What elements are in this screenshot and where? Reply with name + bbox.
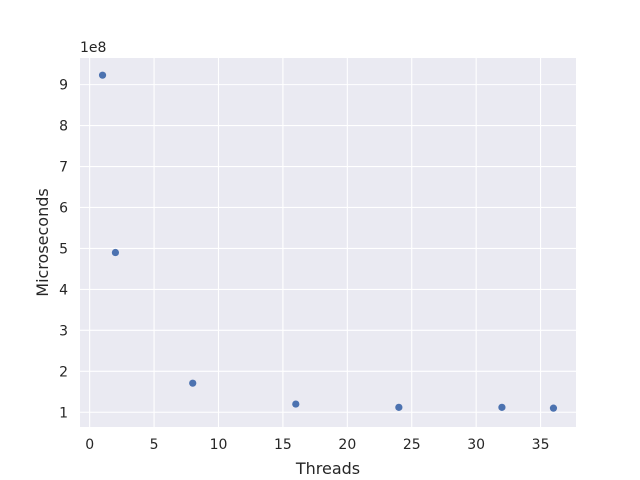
plot-background <box>80 58 576 427</box>
data-point <box>111 248 120 257</box>
x-tick-label: 15 <box>274 437 292 453</box>
y-tick-label: 2 <box>59 364 68 380</box>
x-tick-labels: 0 5 10 15 20 25 30 35 <box>85 437 549 453</box>
x-tick-label: 10 <box>210 437 228 453</box>
data-point <box>292 400 300 408</box>
x-tick-label: 30 <box>467 437 485 453</box>
x-tick-label: 5 <box>150 437 159 453</box>
x-tick-label: 25 <box>403 437 421 453</box>
x-tick-label: 35 <box>532 437 550 453</box>
data-point <box>189 379 197 387</box>
x-tick-label: 20 <box>338 437 356 453</box>
y-axis-label: Microseconds <box>33 188 52 296</box>
y-tick-label: 3 <box>59 323 68 339</box>
x-axis-label: Threads <box>295 459 360 478</box>
y-tick-label: 6 <box>59 200 68 216</box>
y-tick-label: 5 <box>59 241 68 257</box>
y-tick-label: 9 <box>59 78 68 94</box>
y-tick-label: 1 <box>59 405 68 421</box>
grid-lines <box>80 58 576 427</box>
data-point <box>395 403 403 411</box>
y-offset-label: 1e8 <box>80 40 106 56</box>
data-points <box>98 71 558 412</box>
y-tick-labels: 1 2 3 4 5 6 7 8 9 <box>59 78 68 422</box>
y-tick-label: 7 <box>59 160 68 176</box>
data-point <box>549 404 558 412</box>
y-tick-label: 4 <box>59 282 68 298</box>
data-point <box>98 71 107 79</box>
data-point <box>498 403 506 411</box>
x-tick-label: 0 <box>85 437 94 453</box>
y-tick-label: 8 <box>59 119 68 135</box>
